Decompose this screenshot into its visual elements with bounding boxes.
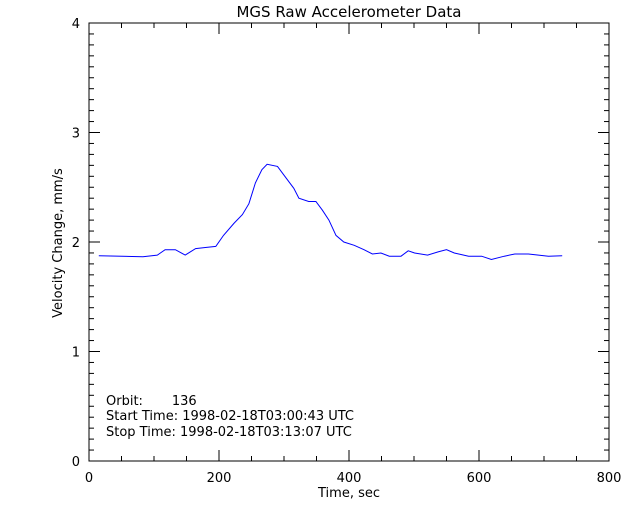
x-axis-label: Time, sec [317, 486, 380, 501]
chart-title: MGS Raw Accelerometer Data [236, 3, 461, 21]
tick-labels: 0 200 400 600 800 0 1 2 3 4 [72, 17, 622, 486]
x-tick-label: 600 [467, 471, 492, 486]
annotation-start-time: Start Time: 1998-02-18T03:00:43 UTC [106, 409, 354, 424]
y-tick-label: 3 [72, 127, 80, 142]
y-tick-label: 4 [72, 17, 80, 32]
x-tick-label: 0 [85, 471, 93, 486]
y-tick-label: 2 [72, 236, 80, 251]
series-line [98, 163, 563, 261]
y-tick-label: 0 [72, 455, 80, 470]
annotation-stop-time: Stop Time: 1998-02-18T03:13:07 UTC [106, 425, 352, 440]
y-tick-label: 1 [72, 346, 80, 361]
x-tick-label: 800 [597, 471, 622, 486]
x-tick-label: 200 [207, 471, 232, 486]
x-tick-label: 400 [337, 471, 362, 486]
y-axis-label: Velocity Change, mm/s [51, 168, 66, 318]
axis-ticks [88, 22, 610, 462]
annotation-orbit: Orbit: 136 [106, 394, 197, 409]
